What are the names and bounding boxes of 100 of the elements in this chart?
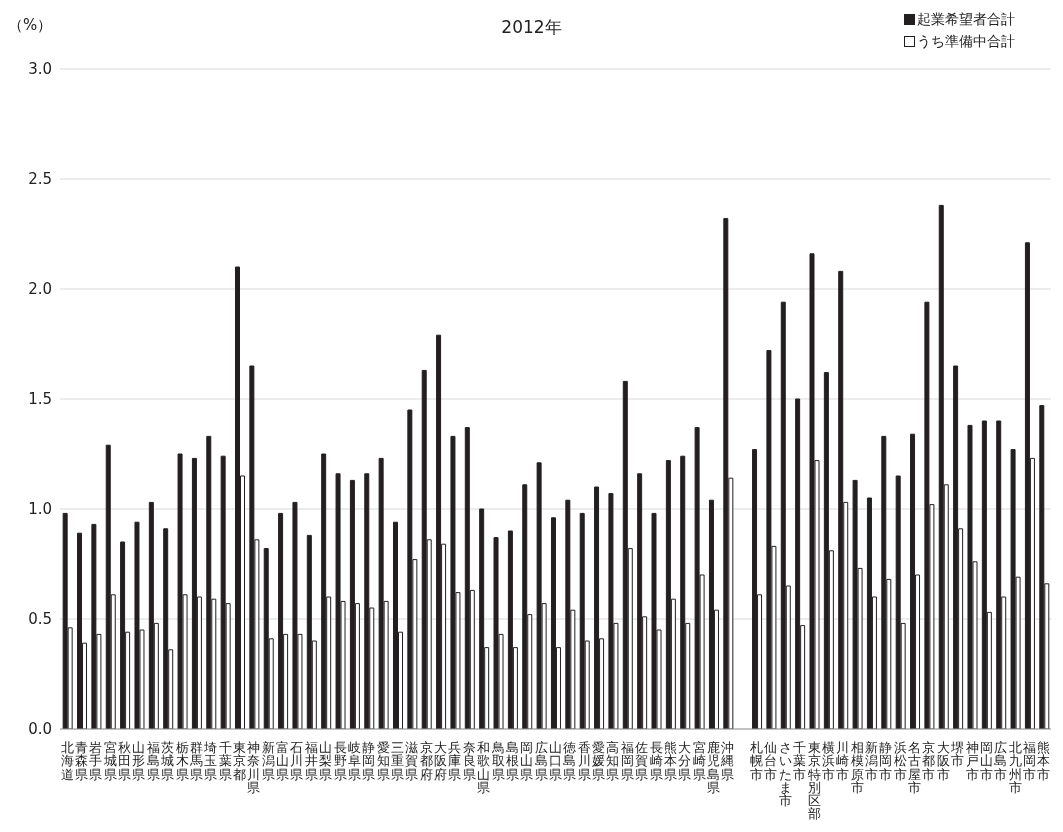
bar — [120, 541, 126, 729]
x-tick-label: 奈良県 — [462, 740, 476, 782]
x-tick-label: 三重県 — [391, 740, 405, 782]
x-tick-label: 岡山市 — [979, 740, 993, 782]
y-tick-label: 2.5 — [28, 170, 52, 189]
x-tick-label: 香川県 — [577, 740, 591, 782]
bar — [723, 218, 729, 729]
x-tick-label: 長野県 — [333, 740, 347, 782]
legend-label: 起業希望者合計 — [917, 10, 1015, 29]
x-tick-label: 青森県 — [75, 740, 89, 782]
x-tick-label: 山口県 — [549, 740, 562, 782]
x-tick-label: 北九州市 — [1008, 740, 1022, 795]
y-tick-label: 2.0 — [28, 280, 52, 299]
bar — [1039, 405, 1045, 729]
x-tick-label: 山梨県 — [319, 740, 333, 782]
x-tick-label: 静岡市 — [879, 740, 893, 782]
x-tick-label: 静岡県 — [362, 740, 376, 782]
legend-label: うち準備中合計 — [917, 32, 1015, 51]
x-tick-label: 浜松市 — [893, 740, 907, 782]
bar — [594, 486, 600, 729]
x-tick-label: 相模原市 — [850, 740, 864, 795]
x-tick-label: 千葉県 — [218, 740, 232, 782]
bar — [77, 532, 83, 729]
bar — [565, 499, 571, 729]
x-tick-label: 山形県 — [132, 740, 146, 782]
x-tick-label: 愛知県 — [376, 740, 390, 782]
x-tick-label: 佐賀県 — [635, 740, 649, 782]
x-tick-label: 千葉市 — [793, 740, 807, 782]
x-tick-label: 東京特別区部 — [807, 740, 821, 821]
x-tick-label: 大分県 — [678, 740, 692, 782]
x-tick-label: 広島県 — [534, 740, 548, 782]
x-tick-label: 横浜市 — [821, 740, 835, 782]
bar — [637, 473, 643, 729]
x-tick-label: 徳島県 — [563, 740, 577, 782]
x-tick-label: 愛媛県 — [592, 740, 606, 782]
x-tick-label: 堺市 — [950, 740, 965, 769]
bar — [680, 455, 686, 729]
x-tick-label: 大阪市 — [936, 740, 950, 782]
x-tick-label: 熊本県 — [663, 740, 677, 782]
bar — [996, 420, 1002, 729]
chart-title: 2012年 — [501, 17, 562, 37]
x-tick-label: 群馬県 — [188, 740, 203, 782]
bar — [881, 435, 887, 729]
x-tick-label: 宮崎県 — [692, 740, 706, 782]
x-tick-label: 鳥取県 — [490, 740, 505, 782]
bar — [795, 398, 801, 729]
x-tick-label: さいたま市 — [778, 740, 792, 808]
x-tick-label: 京都府 — [419, 740, 433, 782]
x-tick-label: 新潟県 — [261, 740, 275, 782]
x-tick-label: 熊本市 — [1037, 740, 1051, 782]
x-tick-label: 名古屋市 — [908, 740, 922, 795]
bar — [364, 473, 370, 729]
x-tick-label: 島根県 — [505, 740, 519, 782]
x-tick-label: 栃木県 — [175, 740, 189, 782]
bar — [838, 270, 844, 729]
bar — [235, 266, 241, 729]
x-tick-label: 高知県 — [606, 740, 620, 782]
x-tick-label: 福島県 — [146, 740, 160, 782]
x-tick-label: 新潟市 — [864, 740, 878, 782]
x-tick-label: 京都市 — [922, 740, 936, 782]
x-tick-label: 宮城県 — [102, 740, 117, 782]
x-tick-label: 仙台市 — [764, 740, 778, 782]
x-tick-label: 神奈川県 — [247, 740, 261, 795]
x-tick-label: 川崎市 — [836, 740, 850, 782]
y-tick-label: 0.5 — [28, 610, 52, 629]
bar — [910, 433, 916, 729]
x-tick-label: 福井県 — [304, 740, 318, 782]
x-tick-label: 北海道 — [60, 740, 74, 782]
x-tick-label: 札幌市 — [750, 740, 764, 782]
x-tick-label: 福岡市 — [1022, 740, 1036, 782]
bar — [522, 484, 528, 729]
y-axis-title: （%） — [8, 16, 53, 35]
x-tick-label: 鹿児島県 — [706, 740, 720, 795]
x-tick-label: 岩手県 — [89, 740, 103, 782]
bar — [163, 528, 169, 729]
y-tick-label: 0.0 — [28, 720, 52, 739]
x-tick-label: 滋賀県 — [405, 740, 419, 782]
bar — [436, 334, 442, 729]
x-tick-label: 茨城県 — [160, 740, 175, 782]
x-tick-label: 神戸市 — [965, 740, 979, 782]
x-tick-label: 埼玉県 — [203, 740, 218, 782]
x-tick-label: 富山県 — [276, 740, 290, 782]
x-tick-label: 兵庫県 — [448, 740, 462, 782]
bar — [321, 453, 327, 729]
x-tick-label: 和歌山県 — [477, 740, 491, 795]
x-tick-label: 東京都 — [233, 740, 247, 782]
x-tick-label: 石川県 — [290, 740, 304, 782]
x-tick-label: 秋田県 — [118, 740, 132, 782]
x-tick-label: 岡山県 — [520, 740, 534, 782]
y-tick-label: 3.0 — [28, 60, 52, 79]
bar — [953, 365, 959, 729]
x-tick-label: 大阪府 — [434, 740, 448, 782]
x-tick-label: 福岡県 — [620, 740, 634, 782]
x-tick-label: 沖縄県 — [720, 740, 735, 782]
bar — [206, 435, 212, 729]
y-tick-label: 1.0 — [28, 500, 52, 519]
x-tick-label: 長崎県 — [649, 740, 663, 782]
bar — [278, 512, 284, 729]
bar — [479, 508, 485, 729]
bar — [752, 449, 758, 729]
